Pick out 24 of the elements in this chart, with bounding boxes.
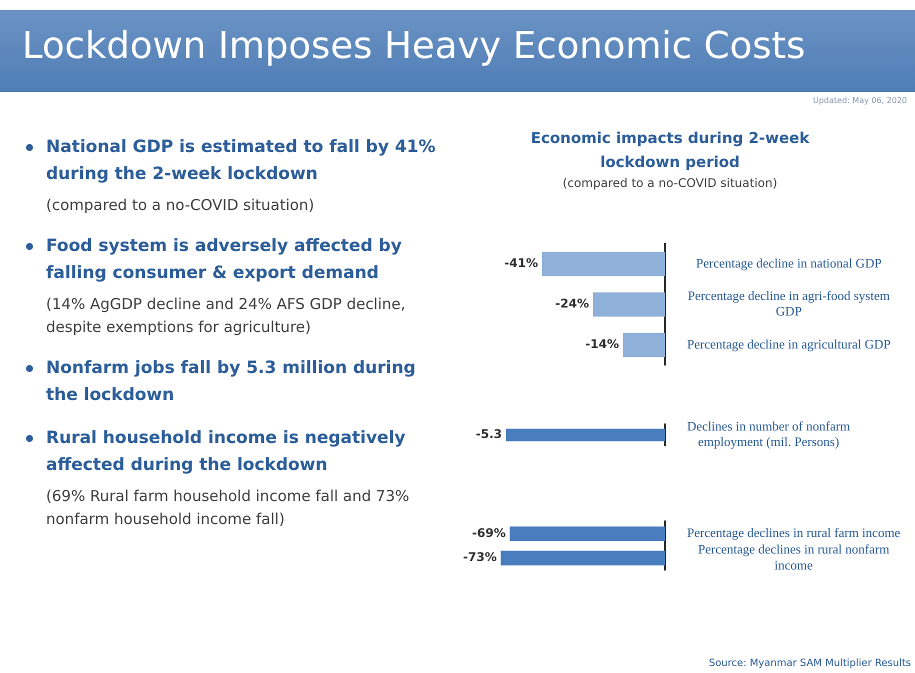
text: (compared to a no-COVID situation)	[45, 195, 316, 216]
y-tick-label: Percentage declines in rural farm income	[686, 525, 901, 540]
text: Updated: May 06, 2020	[813, 96, 907, 105]
text: Lockdown Imposes Heavy Economic Costs	[22, 24, 806, 67]
data-label: -5.3	[476, 427, 502, 442]
source-note: Source: Myanmar SAM Multiplier Results	[708, 658, 911, 669]
y-tick-label: Percentage decline in agricultural GDP	[686, 336, 891, 352]
text: Nonfarm jobs fall by 5.3 million during the lockdown	[45, 357, 417, 407]
text: Rural household income is negatively affected during the lockdown	[45, 427, 406, 477]
text: Food system is adversely affected by falling consumer & export demand	[45, 235, 403, 285]
y-tick-label: Percentage decline in national GDP	[696, 255, 882, 270]
data-label: -24%	[555, 296, 589, 311]
data-label: -41%	[504, 256, 538, 270]
chart-title: Economic impacts during 2-week lockdown period	[530, 128, 810, 173]
y-tick-label: Percentage declines in rural nonfarm income	[698, 542, 890, 572]
y-tick-label: Declines in number of nonfarm employment (mil. Persons)	[686, 418, 850, 450]
chart-subtitle: (compared to a no-COVID situation)	[562, 176, 778, 190]
data-label: -73%	[463, 550, 497, 564]
text: (14% AgGDP decline and 24% AFS GDP decline, despite exemptions for agriculture)	[45, 294, 406, 338]
data-label: -14%	[585, 337, 619, 352]
text: (69% Rural farm household income fall and 73% nonfarm household income fall)	[45, 486, 410, 530]
text: National GDP is estimated to fall by 41% during the 2-week lockdown	[45, 136, 437, 186]
y-tick-label: Percentage decline in agri-food system GDP	[688, 288, 890, 319]
data-label: -69%	[472, 526, 506, 540]
